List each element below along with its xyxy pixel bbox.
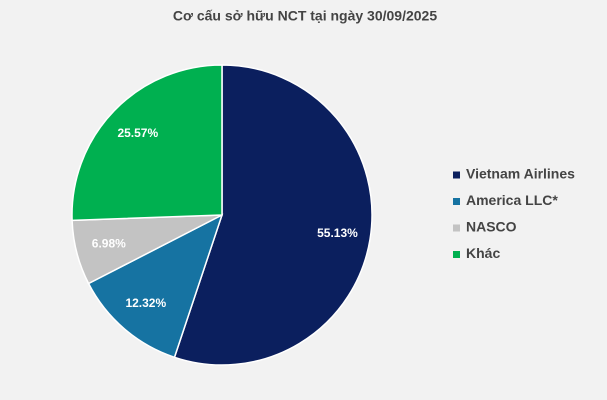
data-label: 12.32%: [125, 296, 166, 310]
legend-swatch: [453, 171, 460, 179]
legend-swatch: [453, 224, 460, 232]
legend-label: America LLC*: [466, 192, 558, 208]
legend-swatch: [453, 198, 460, 205]
pie-slice: [87, 213, 224, 359]
pie-slice: [71, 64, 223, 222]
data-label: 25.57%: [117, 126, 158, 140]
legend-label: NASCO: [466, 219, 517, 235]
data-label: 6.98%: [92, 237, 126, 251]
legend-swatch: [453, 251, 460, 258]
legend-label: Vietnam Airlines: [466, 166, 575, 182]
data-label: 55.13%: [317, 226, 358, 240]
legend-label: Khác: [466, 245, 500, 261]
chart-title: Cơ cấu sở hữu NCT tại ngày 30/09/2025: [173, 8, 437, 24]
pie-slice: [173, 64, 373, 366]
